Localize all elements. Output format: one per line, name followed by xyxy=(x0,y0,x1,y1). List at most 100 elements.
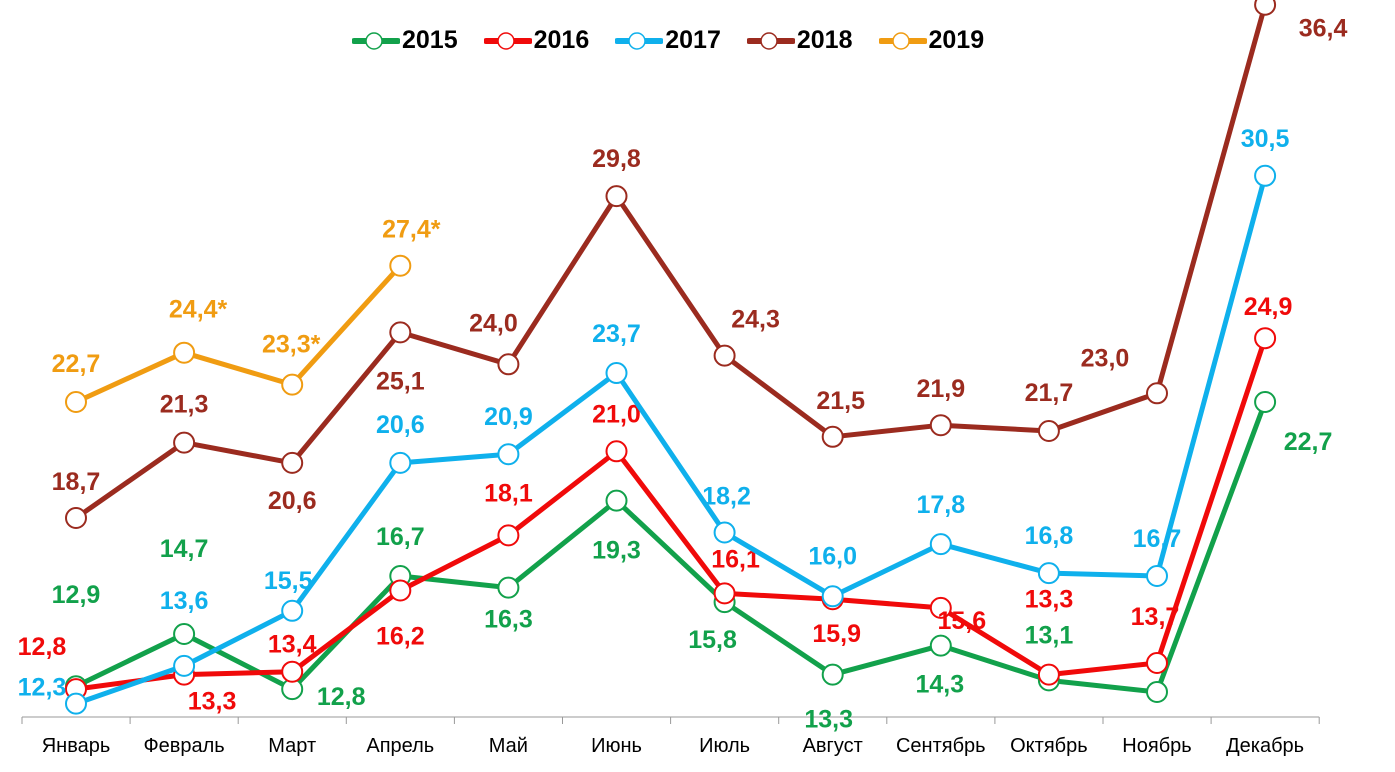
data-label-2017: 15,5 xyxy=(264,567,313,595)
data-label-2017: 16,8 xyxy=(1025,522,1074,550)
data-point-2018 xyxy=(929,414,952,437)
data-label-2016: 24,9 xyxy=(1244,293,1293,321)
data-label-2017: 12,3 xyxy=(18,674,67,702)
series-line-2019 xyxy=(74,264,403,405)
data-label-2017: 20,9 xyxy=(484,403,533,431)
data-label-2015: 14,3 xyxy=(915,671,964,699)
x-tick-label: Январь xyxy=(42,735,111,757)
data-point-2019 xyxy=(389,254,412,277)
legend-label: 2018 xyxy=(796,26,853,54)
legend-item-2016: 2016 xyxy=(483,26,590,55)
data-point-2018 xyxy=(821,425,844,448)
x-tick-label: Июль xyxy=(699,735,750,757)
data-label-2017: 23,7 xyxy=(592,320,641,348)
data-label-2018: 18,7 xyxy=(52,468,101,496)
x-tick-label: Май xyxy=(489,735,528,757)
data-label-2015: 12,8 xyxy=(317,683,366,711)
data-point-2017 xyxy=(821,585,844,608)
data-label-2019: 27,4* xyxy=(382,216,441,244)
data-label-2015: 22,7 xyxy=(1284,428,1333,456)
data-point-2018 xyxy=(1037,420,1060,442)
legend-marker xyxy=(746,31,795,50)
data-label-2017: 18,2 xyxy=(702,483,751,511)
data-point-2017 xyxy=(65,692,87,715)
series-2015: 12,9 14,7 12,8 16,7 16,3 19,3 15,8 13,3 14,3 13,1… xyxy=(52,391,1333,734)
legend-label: 2015 xyxy=(402,26,458,54)
data-label-2016: 18,1 xyxy=(484,479,533,507)
x-tick-label: Март xyxy=(268,735,316,757)
data-point-2017 xyxy=(605,362,628,384)
data-label-2017: 16,0 xyxy=(808,542,857,570)
series-2016: 12,813,313,4 16,218,121,016,115,9 15,613,3… xyxy=(18,293,1293,715)
data-label-2018: 21,7 xyxy=(1025,379,1074,407)
data-point-2016 xyxy=(605,440,628,463)
data-point-2015 xyxy=(173,623,196,645)
data-point-2017 xyxy=(497,443,520,466)
legend-marker xyxy=(878,31,927,50)
data-point-2015 xyxy=(605,489,628,512)
data-label-2017: 20,6 xyxy=(376,411,425,439)
data-label-2016: 15,9 xyxy=(812,620,861,648)
legend-label: 2019 xyxy=(928,26,985,54)
x-tick-label: Ноябрь xyxy=(1122,735,1191,757)
data-point-2018 xyxy=(1254,0,1277,16)
legend: 2015 2016 2017 2018 2019 xyxy=(352,26,984,55)
data-point-2015 xyxy=(1146,681,1168,703)
series-2018: 18,7 21,3 20,6 25,1 24,0 29,8 24,3 21,5 21,9 21,7… xyxy=(52,0,1348,529)
data-point-2018 xyxy=(281,451,304,474)
data-label-2019: 22,7 xyxy=(52,350,101,378)
data-point-2017 xyxy=(389,451,412,474)
x-tick-label: Декабрь xyxy=(1226,735,1304,757)
legend-item-2017: 2017 xyxy=(615,26,721,55)
data-label-2018: 20,6 xyxy=(268,487,317,515)
x-tick-label: Октябрь xyxy=(1010,735,1088,757)
data-label-2015: 14,7 xyxy=(160,535,209,563)
data-label-2018: 36,4 xyxy=(1299,15,1348,43)
data-label-2015: 13,3 xyxy=(804,706,853,734)
x-tick-label: Август xyxy=(803,735,863,757)
data-label-2017: 30,5 xyxy=(1241,125,1290,153)
data-point-2018 xyxy=(1146,382,1168,405)
data-point-2016 xyxy=(929,596,952,619)
legend-marker xyxy=(615,31,664,50)
data-label-2016: 13,7 xyxy=(1131,603,1180,631)
data-label-2018: 24,3 xyxy=(731,306,780,334)
data-point-2015 xyxy=(821,663,844,686)
data-point-2015 xyxy=(1254,391,1277,413)
data-label-2016: 12,8 xyxy=(18,633,67,661)
data-label-2016: 21,0 xyxy=(592,400,641,428)
data-point-2016 xyxy=(1146,652,1168,674)
data-point-2018 xyxy=(173,431,196,454)
data-label-2016: 13,3 xyxy=(188,688,237,716)
x-tick-label: Июнь xyxy=(591,735,642,757)
data-point-2017 xyxy=(929,533,952,556)
data-point-2017 xyxy=(713,521,736,544)
data-point-2019 xyxy=(65,391,87,413)
series-line-2015 xyxy=(74,401,1268,695)
data-point-2018 xyxy=(605,185,628,208)
series-line-2017 xyxy=(75,175,1268,706)
data-point-2016 xyxy=(281,660,304,683)
data-label-2018: 24,0 xyxy=(469,309,518,337)
x-tick-label: Февраль xyxy=(143,735,224,757)
x-tick-label: Сентябрь xyxy=(896,735,986,757)
legend-item-2019: 2019 xyxy=(878,26,985,55)
data-label-2018: 29,8 xyxy=(592,145,641,173)
data-point-2018 xyxy=(65,507,87,529)
data-point-2017 xyxy=(173,654,196,677)
data-label-2015: 12,9 xyxy=(52,581,101,609)
data-label-2016: 13,4 xyxy=(268,631,317,659)
data-label-2015: 16,3 xyxy=(484,606,533,634)
data-point-2019 xyxy=(173,341,196,364)
data-label-2017: 13,6 xyxy=(160,587,209,615)
data-point-2018 xyxy=(713,344,736,367)
data-label-2016: 16,2 xyxy=(376,623,425,651)
legend-label: 2016 xyxy=(533,26,590,54)
data-label-2018: 23,0 xyxy=(1081,344,1130,372)
data-label-2018: 25,1 xyxy=(376,367,425,395)
legend-item-2018: 2018 xyxy=(746,26,853,55)
data-label-2017: 16,7 xyxy=(1133,525,1182,553)
data-label-2016: 13,3 xyxy=(1025,586,1074,614)
data-point-2017 xyxy=(1037,562,1060,585)
data-label-2018: 21,5 xyxy=(816,387,865,415)
